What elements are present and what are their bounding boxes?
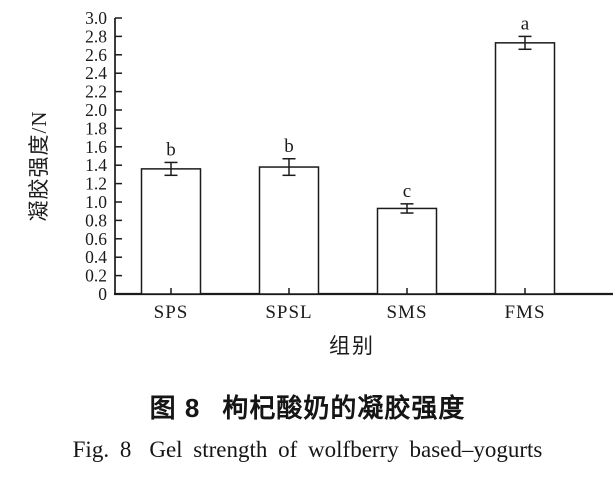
sig-letter-FMS: a [521, 13, 530, 34]
y-axis-title: 凝胶强度/N [27, 111, 51, 222]
y-axis-tick-label: 2.8 [85, 26, 107, 46]
x-category-label-SMS: SMS [386, 302, 427, 323]
figure-caption-en-title: Gel strength of wolfberry based–yogurts [149, 437, 543, 462]
figure-caption-en-label: Fig. 8 [72, 437, 132, 462]
figure-caption-zh-title: 枸杞酸奶的凝胶强度 [222, 393, 466, 423]
y-axis-tick-label: 2.2 [85, 82, 107, 102]
y-axis-tick-label: 0.4 [85, 247, 107, 267]
x-axis-title: 组别 [329, 334, 375, 358]
y-axis-tick-label: 2.0 [85, 100, 107, 120]
y-axis-tick-label: 1.4 [85, 155, 107, 175]
y-axis-tick-label: 0 [98, 284, 107, 304]
y-axis-tick-label: 2.6 [85, 45, 107, 65]
sig-letter-SPS: b [166, 139, 176, 160]
sig-letter-SPSL: b [284, 136, 294, 157]
bar-FMS [494, 42, 556, 295]
figure-caption-en: Fig. 8 Gel strength of wolfberry based–yo… [0, 437, 615, 463]
bar-SPS [140, 168, 202, 295]
sig-letter-SMS: c [403, 181, 411, 202]
figure-caption-zh: 图 8 枸杞酸奶的凝胶强度 [0, 388, 615, 425]
y-axis-tick-label: 1.0 [85, 192, 107, 212]
y-axis-tick-label: 2.4 [85, 63, 107, 83]
x-category-label-SPS: SPS [154, 302, 189, 323]
y-axis-tick-label: 3.0 [85, 8, 107, 28]
x-category-label-FMS: FMS [504, 302, 545, 323]
y-axis-tick-label: 1.6 [85, 137, 107, 157]
x-category-label-SPSL: SPSL [265, 302, 312, 323]
y-axis-tick-label: 0.2 [85, 266, 107, 286]
y-axis-tick-label: 0.8 [85, 210, 107, 230]
bar-SPSL [258, 166, 320, 295]
bar-SMS [376, 207, 438, 295]
gel-strength-bar-chart: 00.20.40.60.81.01.21.41.61.82.02.22.42.6… [27, 8, 613, 358]
figure-caption-zh-label: 图 8 [149, 393, 201, 423]
y-axis-tick-label: 1.8 [85, 118, 107, 138]
y-axis-tick-label: 1.2 [85, 174, 107, 194]
y-axis-tick-label: 0.6 [85, 229, 107, 249]
